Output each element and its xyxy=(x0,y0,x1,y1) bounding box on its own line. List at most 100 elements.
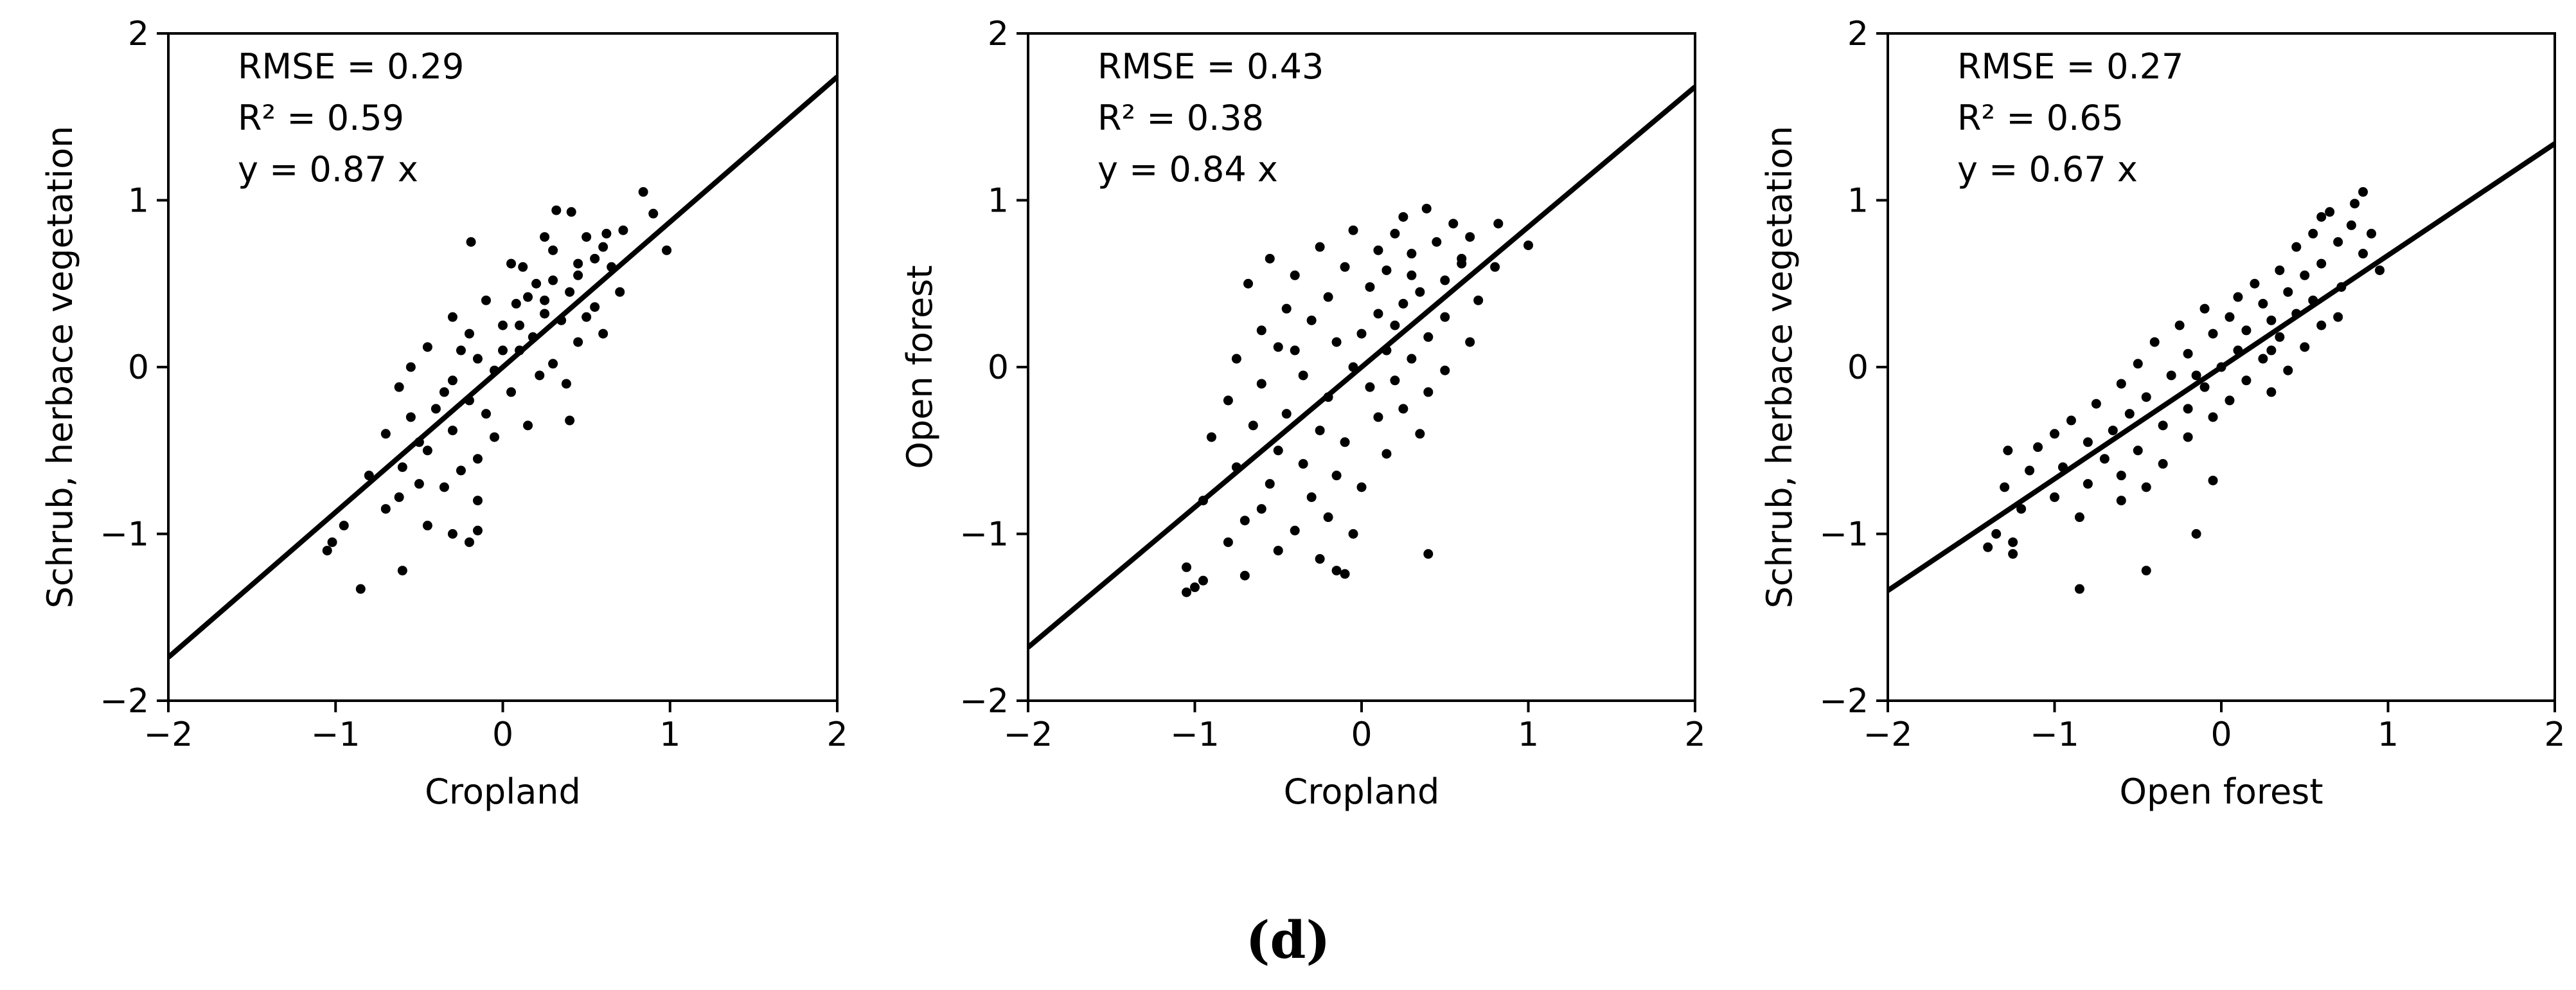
data-point xyxy=(464,328,474,339)
data-point xyxy=(1223,537,1233,547)
data-point xyxy=(1365,382,1375,392)
data-point xyxy=(1198,575,1208,586)
data-point xyxy=(2333,312,2343,322)
data-point xyxy=(2183,348,2193,359)
data-point xyxy=(662,245,672,255)
data-point xyxy=(481,409,491,419)
data-point xyxy=(1273,342,1283,352)
data-point xyxy=(1265,253,1275,264)
data-point xyxy=(2208,412,2218,422)
data-point xyxy=(2358,187,2368,197)
data-point xyxy=(1265,479,1275,489)
data-point xyxy=(2316,212,2327,222)
stats-annotation: y = 0.87 x xyxy=(238,149,418,190)
data-point xyxy=(2241,325,2252,336)
data-point xyxy=(1423,549,1434,559)
scatter-points xyxy=(1182,203,1533,597)
data-point xyxy=(2275,265,2285,275)
data-point xyxy=(2116,471,2126,481)
data-point xyxy=(1315,242,1325,252)
data-point xyxy=(1306,315,1317,325)
data-point xyxy=(339,521,349,531)
data-point xyxy=(2074,584,2084,594)
data-point xyxy=(2266,315,2277,325)
data-point xyxy=(1423,332,1434,342)
data-point xyxy=(1415,287,1425,297)
data-point xyxy=(548,359,558,369)
data-point xyxy=(1490,262,1500,272)
data-point xyxy=(2074,512,2084,523)
data-point xyxy=(2066,415,2076,426)
x-tick-label: 1 xyxy=(1518,716,1539,754)
data-point xyxy=(2300,342,2310,352)
data-point xyxy=(1407,270,1417,280)
data-point xyxy=(1493,219,1504,229)
x-tick-label: 0 xyxy=(492,716,513,754)
data-point xyxy=(1440,365,1450,375)
data-point xyxy=(1365,282,1375,292)
data-point xyxy=(2316,320,2327,330)
data-point xyxy=(498,320,508,330)
data-point xyxy=(2333,237,2343,247)
data-point xyxy=(439,387,449,397)
data-point xyxy=(615,287,625,297)
data-point xyxy=(464,537,474,547)
data-point xyxy=(2124,409,2135,419)
data-point xyxy=(1465,232,1475,242)
data-point xyxy=(548,275,558,285)
data-point xyxy=(1348,529,1358,539)
data-point xyxy=(2008,549,2018,559)
data-point xyxy=(2233,292,2243,302)
data-point xyxy=(2174,320,2185,330)
data-point xyxy=(1340,437,1350,447)
y-tick-label: −2 xyxy=(1819,682,1869,721)
data-point xyxy=(1256,325,1266,336)
data-point xyxy=(2141,566,2151,576)
data-point xyxy=(511,298,521,309)
data-point xyxy=(2225,395,2235,406)
data-point xyxy=(1356,482,1367,492)
data-point xyxy=(472,496,483,506)
data-point xyxy=(380,429,391,439)
x-tick-label: −2 xyxy=(1863,716,1913,754)
data-point xyxy=(565,287,575,297)
data-point xyxy=(1398,404,1408,414)
data-point xyxy=(1290,345,1300,356)
data-point xyxy=(1182,562,1192,572)
data-point xyxy=(422,446,432,456)
stats-annotation: y = 0.67 x xyxy=(1957,149,2138,190)
data-point xyxy=(535,370,545,381)
data-point xyxy=(2003,446,2013,456)
data-point xyxy=(1421,203,1432,213)
stats-annotation: RMSE = 0.29 xyxy=(238,46,464,87)
data-point xyxy=(1373,412,1383,422)
data-point xyxy=(573,337,583,347)
data-point xyxy=(1373,245,1383,255)
data-point xyxy=(1281,409,1292,419)
data-point xyxy=(1281,303,1292,314)
data-point xyxy=(1448,219,1459,229)
stats-annotation: R² = 0.65 xyxy=(1957,98,2124,138)
data-point xyxy=(2141,482,2151,492)
data-point xyxy=(1256,379,1266,389)
data-point xyxy=(2016,504,2027,514)
data-point xyxy=(1231,354,1241,364)
data-point xyxy=(2108,426,2118,436)
data-point xyxy=(1457,253,1467,264)
y-tick-label: 2 xyxy=(988,15,1009,53)
data-point xyxy=(2283,365,2293,375)
data-point xyxy=(1239,516,1250,526)
data-point xyxy=(2346,220,2356,230)
y-tick-label: −1 xyxy=(959,516,1009,554)
x-tick-label: −2 xyxy=(144,716,193,754)
x-axis-label: Cropland xyxy=(1284,771,1440,812)
y-tick-label: 2 xyxy=(128,15,149,53)
x-tick-label: 2 xyxy=(2544,716,2565,754)
data-point xyxy=(2258,298,2268,309)
data-point xyxy=(1306,492,1317,502)
data-point xyxy=(590,253,600,264)
data-point xyxy=(2149,337,2160,347)
data-point xyxy=(1331,471,1342,481)
x-tick-label: −2 xyxy=(1004,716,1053,754)
data-point xyxy=(1290,525,1300,536)
